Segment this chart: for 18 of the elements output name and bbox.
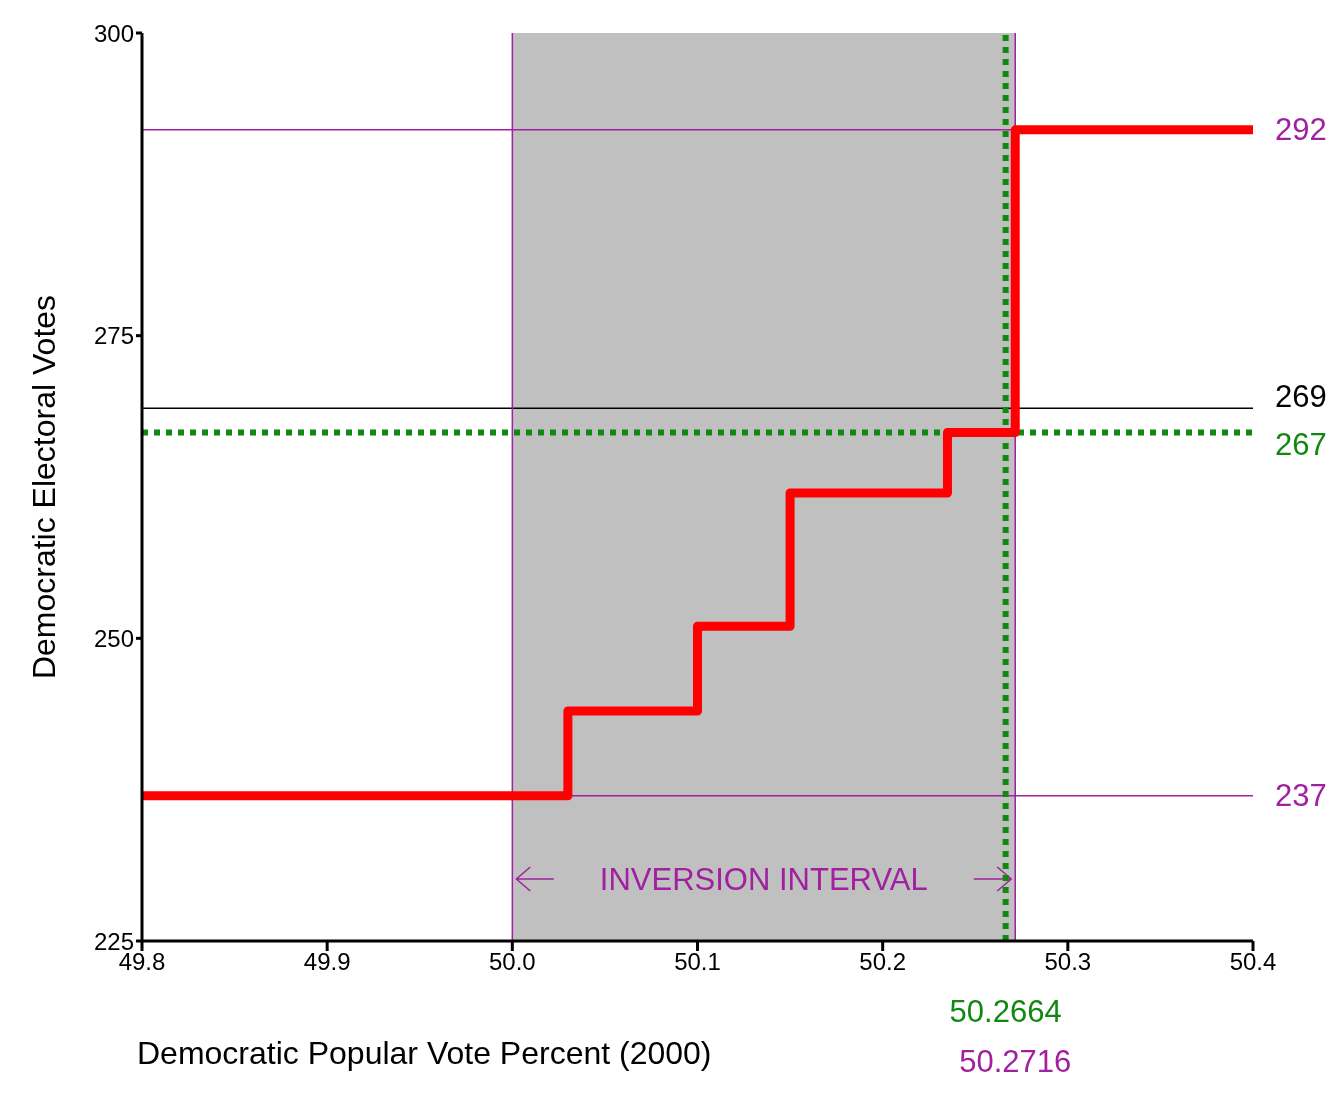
- x-tick-label: 50.1: [674, 948, 721, 976]
- y-tick-label: 250: [93, 624, 134, 652]
- y-tick-label: 300: [93, 19, 134, 47]
- ref-line-label: 292: [1275, 112, 1327, 148]
- x-tick-label: 50.3: [1044, 948, 1092, 976]
- x-tick-label: 50.2: [859, 948, 907, 976]
- y-axis-title: Democratic Electoral Votes: [26, 294, 62, 680]
- ref-line-label: 269: [1275, 378, 1327, 414]
- ref-line-label: 237: [1275, 778, 1327, 814]
- band-label: INVERSION INTERVAL: [599, 861, 928, 897]
- x-tick-label: 49.9: [303, 948, 351, 976]
- y-tick-label: 275: [93, 322, 134, 350]
- x-axis-title: Democratic Popular Vote Percent (2000): [137, 1035, 712, 1071]
- x-tick-label: 50.4: [1229, 948, 1277, 976]
- ref-line-label: 267: [1275, 427, 1327, 463]
- ref-line-label: 50.2716: [959, 1043, 1072, 1079]
- x-tick-label: 50.0: [488, 948, 536, 976]
- ref-line-label: 50.2664: [949, 993, 1062, 1029]
